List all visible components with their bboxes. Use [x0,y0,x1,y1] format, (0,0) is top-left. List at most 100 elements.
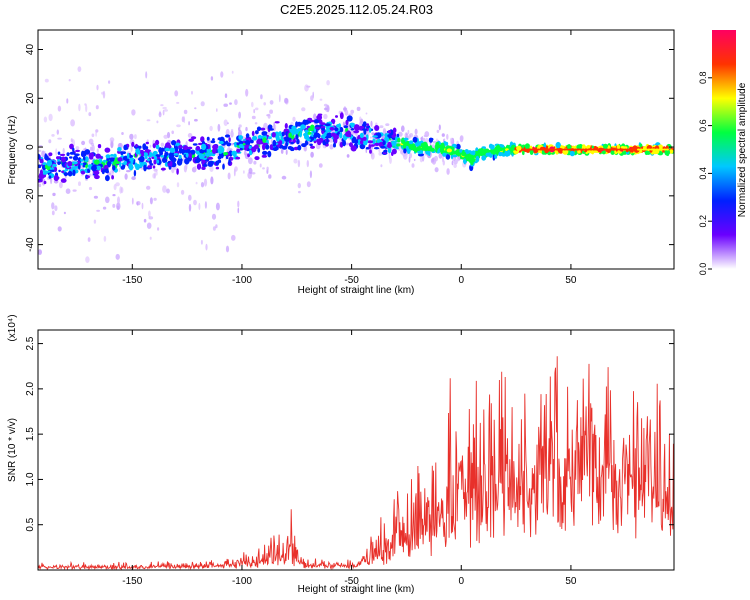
spectral-point [362,139,368,146]
spectral-point [243,146,248,151]
spectral-point [591,145,594,149]
spectral-point [159,150,164,156]
noise-point [203,178,208,187]
spectral-core-point [547,148,551,151]
spectral-point [72,169,76,176]
spectral-point [128,163,133,168]
noise-point [115,253,120,260]
spectral-point [374,142,380,146]
spectral-point [306,131,312,135]
spectral-point [307,117,313,121]
spectral-point [397,138,401,143]
spectral-core-point [584,148,588,151]
spectral-point [274,121,280,124]
spectral-point [96,165,102,171]
spectral-point [95,153,101,159]
noise-point [57,105,62,112]
spectral-point [218,140,224,145]
spectral-point [374,125,380,131]
noise-point [306,160,309,168]
spectral-point [106,158,110,161]
spectral-point [442,152,447,157]
colorbar-label: Normalized spectral amplitude [737,82,748,217]
spectral-point [272,139,277,147]
noise-point [149,197,153,205]
spectral-point [236,148,241,153]
spectral-point [309,143,313,147]
x-tick-label: -150 [122,275,142,286]
noise-point [48,139,52,144]
spectral-point [119,161,122,168]
x-tick-label: 0 [458,576,464,587]
spectral-point [644,150,650,154]
noise-point [270,138,273,145]
spectral-point [333,142,336,148]
spectral-point [412,136,418,143]
noise-point [268,174,272,179]
spectral-point [149,163,154,166]
spectral-point [372,135,378,138]
noise-point [423,137,426,142]
noise-point [431,157,435,163]
y-tick-label: 0 [25,144,36,150]
noise-point [343,107,348,111]
noise-point [419,156,423,163]
spectral-point [45,170,51,173]
spectral-point [57,151,61,155]
spectral-point [284,123,288,129]
noise-point [248,167,253,174]
noise-point [223,119,228,126]
spectral-point [446,148,452,153]
noise-point [57,137,62,140]
spectral-point [153,159,157,165]
noise-point [356,106,361,111]
spectral-point [58,169,61,173]
noise-point [234,99,238,106]
noise-point [155,170,158,176]
spectral-point [75,149,80,153]
spectral-point [117,157,123,162]
spectral-point [313,140,317,144]
colorbar-tick-label: 0.0 [698,263,708,276]
spectral-point [155,144,160,150]
spectral-point [152,143,156,149]
spectral-point [97,144,102,149]
noise-point [269,100,274,105]
noise-point [209,125,213,132]
noise-point [96,148,99,153]
x-tick-label: -100 [232,576,252,587]
spectral-core-point [610,148,614,151]
spectral-point [359,143,366,150]
spectral-point [189,153,192,159]
noise-point [411,163,415,168]
colorbar-tick-label: 0.2 [698,215,708,228]
spectral-point [367,140,374,144]
spectral-core-point [642,148,646,151]
spectral-point [522,150,525,156]
noise-point [160,104,164,107]
spectral-point [308,127,312,132]
noise-point [453,163,457,168]
noise-point [160,142,165,147]
spectral-point [217,155,222,160]
spectral-point [435,146,438,153]
noise-point [200,182,205,188]
spectral-point [138,155,145,163]
noise-point [233,168,236,177]
spectral-point [320,122,326,126]
noise-point [102,206,107,210]
noise-point [245,88,249,97]
colorbar: 0.0 0.2 0.4 0.6 0.8 Normalized spectral ampl… [698,30,748,275]
noise-point [106,172,111,176]
spectral-point [228,158,231,166]
spectral-point [56,156,60,160]
spectral-core-point [618,148,622,151]
spectral-point [494,154,498,159]
spectral-point [42,162,47,166]
spectral-point [133,169,137,177]
noise-point [248,157,253,165]
noise-point [284,97,289,104]
noise-point [253,160,257,165]
spectral-point [265,144,270,150]
noise-point [329,144,334,150]
